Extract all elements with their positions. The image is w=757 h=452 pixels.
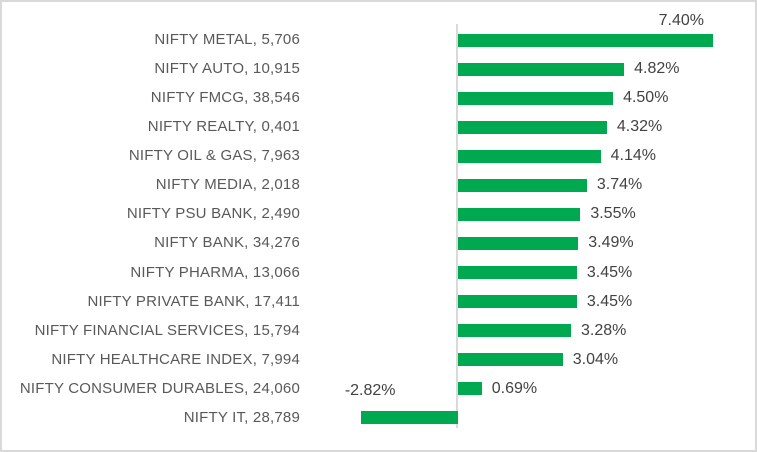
value-label: 4.14% xyxy=(610,147,657,165)
bar xyxy=(458,149,601,163)
category-label: NIFTY FMCG, 38,546 xyxy=(150,89,300,107)
category-label: NIFTY AUTO, 10,915 xyxy=(154,60,300,78)
value-label: 3.04% xyxy=(572,350,619,368)
category-label: NIFTY FINANCIAL SERVICES, 15,794 xyxy=(34,321,300,339)
value-label: 7.40% xyxy=(658,12,705,29)
category-label: NIFTY METAL, 5,706 xyxy=(154,31,300,48)
bar xyxy=(458,178,587,192)
value-label: 3.74% xyxy=(596,176,643,194)
category-label: NIFTY HEALTHCARE INDEX, 7,994 xyxy=(51,350,300,368)
category-label: NIFTY PSU BANK, 2,490 xyxy=(126,205,300,223)
bar xyxy=(458,353,563,367)
category-label: NIFTY PRIVATE BANK, 17,411 xyxy=(87,292,300,310)
value-label: 4.50% xyxy=(623,89,669,107)
bar xyxy=(458,33,713,47)
category-label: NIFTY IT, 28,789 xyxy=(183,408,300,426)
bar xyxy=(458,295,577,309)
bar xyxy=(458,120,607,134)
bar xyxy=(458,382,482,396)
value-label: 4.82% xyxy=(634,60,680,78)
category-label: NIFTY MEDIA, 2,018 xyxy=(155,176,300,194)
category-label: NIFTY CONSUMER DURABLES, 24,060 xyxy=(19,379,300,397)
category-label: NIFTY PHARMA, 13,066 xyxy=(130,263,300,281)
value-label: 3.49% xyxy=(588,234,634,252)
category-label: NIFTY REALTY, 0,401 xyxy=(147,118,300,136)
value-label: 0.69% xyxy=(491,379,538,397)
value-label: 3.55% xyxy=(590,205,636,223)
zero-axis-line xyxy=(456,24,458,428)
value-label: 3.45% xyxy=(586,292,633,310)
bar xyxy=(458,207,581,221)
bar xyxy=(458,91,614,105)
category-label: NIFTY BANK, 34,276 xyxy=(154,234,300,252)
value-label: 3.45% xyxy=(586,263,633,281)
value-label: 3.28% xyxy=(581,321,627,339)
bar xyxy=(458,62,625,76)
value-label: 4.32% xyxy=(616,118,663,136)
category-label: NIFTY OIL & GAS, 7,963 xyxy=(128,147,300,165)
bar xyxy=(458,236,579,250)
bar xyxy=(360,411,458,425)
bar xyxy=(458,324,572,338)
bar xyxy=(458,266,577,280)
value-label: -2.82% xyxy=(344,381,396,399)
